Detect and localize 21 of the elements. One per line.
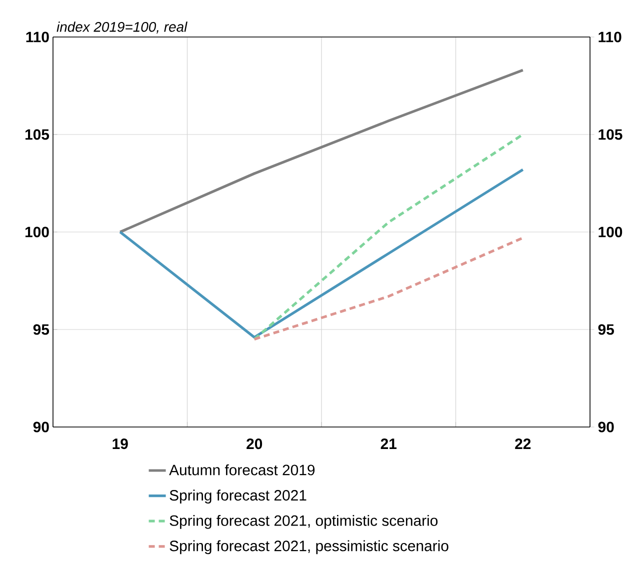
y-tick-label: 105 [25,129,50,140]
x-tick-label: 22 [515,438,531,449]
y2-tick-label: 110 [598,32,622,42]
line-series [118,168,524,339]
legend-label: Spring forecast 2021 [170,490,306,504]
x-tick-label: 19 [112,438,128,450]
y2-tick-label: 105 [598,129,622,140]
y-tick-label: 95 [33,324,50,335]
legend-label: Spring forecast 2021, optimistic scenario [170,514,438,529]
legend-label: Autumn forecast 2019 [169,464,315,476]
line-series [118,68,524,234]
y2-tick-label: 100 [598,226,622,238]
y2-tick-label: 95 [598,324,614,335]
y-tick-label: 110 [26,32,49,42]
x-tick-label: 21 [380,438,397,449]
y2-tick-label: 90 [598,422,614,432]
y-axis-title: index 2019=100, real [56,22,188,34]
x-tick-label: 20 [246,438,262,450]
y-tick-label: 100 [25,226,49,238]
legend-label: Spring forecast 2021, pessimistic scenario [170,540,448,554]
y-tick-label: 90 [33,422,49,432]
